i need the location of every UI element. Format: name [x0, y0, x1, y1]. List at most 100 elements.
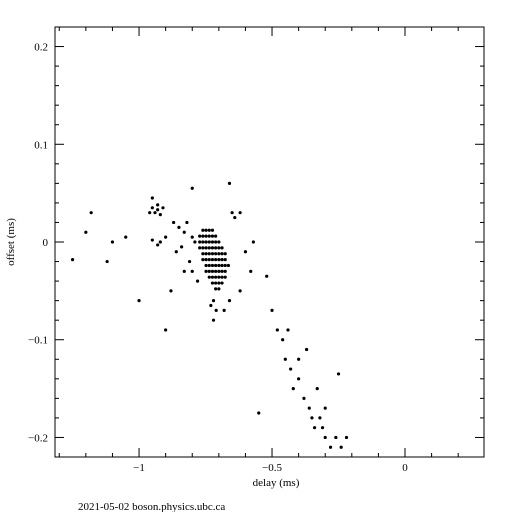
point — [323, 406, 327, 410]
x-tick-label: −1 — [133, 462, 145, 474]
x-axis-label: delay (ms) — [253, 477, 300, 489]
point — [312, 426, 317, 430]
point — [204, 240, 208, 244]
point — [137, 299, 141, 303]
y-tick-label: −0.1 — [28, 335, 48, 347]
point — [210, 252, 215, 256]
point — [190, 235, 194, 239]
point — [210, 257, 215, 262]
point — [233, 215, 237, 220]
point — [207, 246, 211, 250]
point — [220, 257, 224, 262]
point — [310, 416, 314, 420]
point — [156, 243, 160, 247]
point — [286, 328, 290, 332]
point — [198, 234, 202, 238]
point — [222, 308, 226, 313]
point — [211, 318, 216, 322]
point — [150, 206, 154, 210]
point — [177, 225, 181, 229]
point — [315, 386, 319, 391]
point — [251, 240, 256, 244]
point — [204, 252, 208, 256]
point — [164, 235, 168, 239]
point — [336, 372, 341, 376]
point — [214, 252, 218, 256]
point — [214, 234, 218, 238]
point — [238, 211, 242, 215]
point — [158, 240, 162, 244]
point — [217, 246, 221, 250]
point — [161, 206, 165, 210]
point — [124, 235, 128, 239]
point — [201, 257, 205, 262]
point — [217, 257, 221, 262]
point — [204, 263, 208, 268]
point — [214, 246, 218, 250]
point — [190, 186, 194, 190]
point — [214, 257, 218, 262]
point — [270, 308, 274, 313]
y-tick-label: −0.2 — [28, 432, 48, 444]
point — [153, 211, 157, 215]
point — [226, 263, 231, 268]
point — [195, 279, 200, 283]
point — [230, 211, 234, 215]
point — [302, 396, 306, 400]
point — [148, 211, 152, 215]
point — [220, 252, 224, 256]
point — [214, 308, 218, 313]
point — [210, 281, 215, 285]
point — [344, 435, 349, 440]
point — [207, 240, 211, 244]
point — [220, 281, 224, 285]
point — [217, 263, 221, 268]
point — [297, 377, 301, 381]
point — [243, 250, 248, 254]
point — [105, 259, 109, 264]
point — [257, 411, 261, 415]
point — [89, 211, 93, 215]
point — [150, 196, 154, 200]
point — [217, 240, 221, 244]
point — [281, 338, 285, 342]
point — [220, 246, 224, 250]
point — [211, 299, 216, 303]
x-tick-label: 0 — [402, 462, 408, 474]
point — [201, 234, 205, 238]
point — [207, 269, 211, 273]
point — [223, 263, 227, 268]
point — [320, 426, 325, 430]
point — [223, 257, 227, 262]
point — [169, 289, 173, 293]
point — [190, 269, 194, 273]
point — [150, 238, 154, 242]
point — [207, 228, 211, 232]
point — [217, 281, 221, 285]
point — [227, 181, 232, 185]
point — [84, 230, 88, 234]
point — [214, 269, 218, 273]
point — [328, 445, 333, 449]
point — [249, 269, 253, 273]
point — [339, 445, 343, 449]
point — [227, 299, 232, 303]
point — [198, 240, 202, 244]
point — [158, 213, 162, 217]
point — [204, 269, 208, 273]
y-tick-label: 0.1 — [34, 139, 48, 151]
point — [210, 269, 215, 273]
point — [210, 246, 215, 250]
point — [217, 275, 221, 279]
point — [275, 328, 279, 332]
point — [214, 281, 218, 285]
point — [214, 275, 218, 279]
point — [210, 263, 215, 268]
point — [179, 245, 184, 249]
point — [201, 246, 205, 250]
point — [217, 287, 221, 291]
footer: 2021-05-02 boson.physics.ubc.ca — [78, 501, 225, 512]
point — [220, 275, 224, 279]
point — [210, 275, 215, 279]
